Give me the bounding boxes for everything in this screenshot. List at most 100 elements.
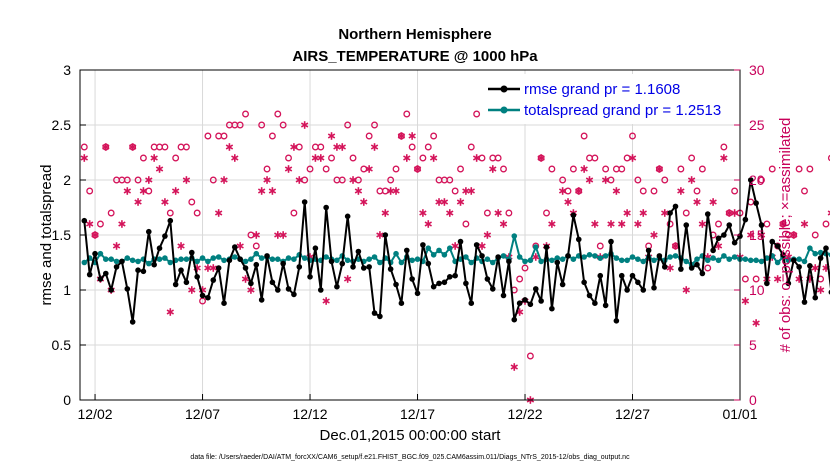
rmse-point [764,280,770,287]
y-right-tick-label: 5 [749,337,757,353]
rmse-point [414,290,421,297]
rmse-point [559,281,566,288]
obs-assimilated-point [343,275,352,283]
rmse-point [651,285,657,291]
obs-assimilated-point [435,198,443,206]
obs-assimilated-point [827,210,830,216]
obs-possible-point [349,154,357,162]
totalspread-point [366,256,372,263]
obs-assimilated-point [365,165,373,173]
obs-possible-point [344,121,352,129]
y-axis-right-label: # of obs: o=possible; ×=assimilated [777,118,794,353]
obs-assimilated-point [419,209,427,217]
rmse-point [769,238,776,245]
obs-assimilated-point [300,121,309,129]
obs-assimilated-point [220,176,228,184]
obs-possible-point [290,209,298,217]
rmse-point [812,294,819,301]
obs-assimilated-point [236,242,244,250]
rmse-point [398,300,405,307]
rmse-point [371,310,378,316]
obs-possible-point [543,209,550,217]
totalspread-point [269,256,276,263]
x-tick-label: 01/01 [722,406,757,422]
obs-assimilated-point [575,187,583,195]
obs-possible-point [134,176,142,184]
totalspread-point [742,256,749,263]
rmse-point [780,252,786,258]
totalspread-point [221,257,227,264]
obs-assimilated-point [682,286,690,294]
rmse-point [156,245,163,251]
rmse-point [704,211,711,217]
obs-assimilated-point [118,220,126,228]
legend-rmse-marker [500,85,508,93]
totalspread-point [135,258,141,265]
totalspread-point [102,256,109,263]
obs-assimilated-point [370,143,379,151]
rmse-point [635,279,641,286]
rmse-point [403,247,410,254]
rmse-point [339,260,346,267]
obs-possible-point [682,209,690,217]
obs-possible-point [548,165,556,173]
obs-possible-point [661,176,669,184]
obs-possible-point [451,187,459,195]
series-lines-layer [81,177,830,325]
obs-possible-point [188,198,196,206]
totalspread-point [129,257,136,264]
totalspread-point [597,255,604,261]
totalspread-point [785,257,792,264]
legend-rmse-label: rmse grand pr = 1.1608 [524,81,680,98]
obs-assimilated-point [376,231,384,239]
obs-possible-point [688,154,696,162]
rmse-point [618,272,625,279]
rmse-point [393,281,399,288]
rmse-point [285,286,292,292]
obs-possible-point [801,187,808,195]
totalspread-point [210,255,217,261]
obs-assimilated-point [257,187,266,195]
obs-assimilated-point [241,275,250,283]
obs-possible-point [596,242,604,250]
rmse-point [699,270,706,277]
rmse-point [178,267,184,274]
obs-possible-point [274,110,282,118]
obs-assimilated-point [811,264,819,272]
rmse-point [516,300,523,307]
totalspread-point [253,250,260,257]
totalspread-point [97,250,104,257]
totalspread-point [301,255,308,261]
rmse-point [312,245,319,251]
totalspread-point [183,256,190,263]
legend: rmse grand pr = 1.1608 totalspread grand… [482,74,736,124]
totalspread-point [527,257,534,264]
totalspread-point [334,257,340,264]
y-right-tick-label: 15 [749,227,765,243]
totalspread-point [242,258,249,265]
totalspread-point [758,258,765,265]
obs-possible-point [462,220,470,228]
obs-possible-point [618,165,626,173]
totalspread-point [602,253,609,259]
rmse-point [495,254,501,260]
rmse-point [274,287,281,293]
rmse-point [731,239,738,246]
totalspread-point [667,254,673,260]
obs-possible-point [473,110,481,118]
rmse-point [307,274,313,280]
obs-assimilated-point [623,209,631,217]
totalspread-point [323,254,329,260]
obs-possible-point [338,176,346,184]
rmse-point [420,242,426,248]
chart-title-line2: AIRS_TEMPERATURE @ 1000 hPa [292,48,538,65]
legend-box [482,74,736,124]
obs-possible-point [494,154,502,162]
rmse-point [522,297,528,303]
rmse-point [463,280,469,287]
x-axis-label: Dec.01,2015 00:00:00 start [320,427,502,444]
obs-assimilated-point [677,187,685,195]
obs-assimilated-point [166,308,174,316]
rmse-point [269,279,276,286]
